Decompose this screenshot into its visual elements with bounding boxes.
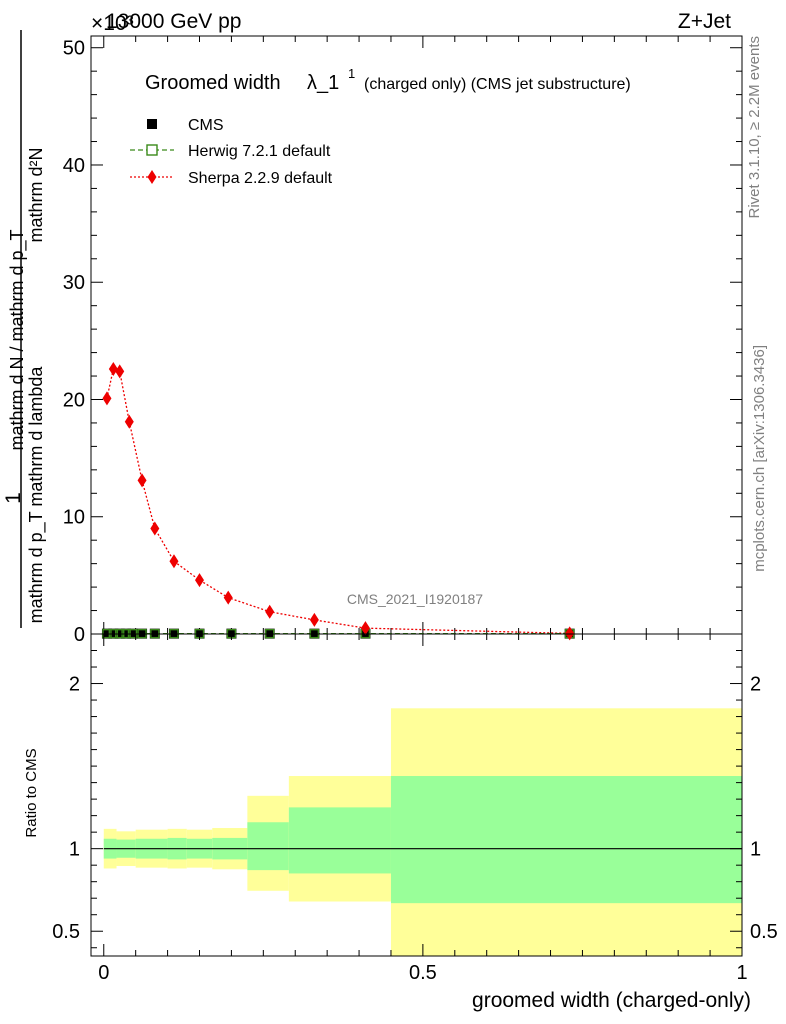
title-main: Groomed width: [145, 72, 281, 94]
sherpa-point: [195, 573, 204, 588]
ratio-ylabel: Ratio to CMS: [23, 748, 40, 837]
legend-herwig-marker: [146, 144, 158, 156]
sherpa-point: [150, 521, 160, 536]
band-stat-7: [288, 807, 391, 874]
ylabel-one: 1: [2, 492, 25, 504]
sherpa-point: [265, 604, 275, 619]
main-ytick-label: 10: [63, 507, 85, 529]
sherpa-point: [124, 414, 134, 429]
main-ytick-label: 20: [63, 389, 85, 411]
sherpa-point: [565, 626, 575, 641]
legend-label: CMS: [188, 117, 224, 134]
legend-sherpa-marker: [147, 170, 157, 184]
ylabel-bottom: mathrm d p_T mathrm d lambda: [26, 366, 47, 624]
title-tail: (charged only) (CMS jet substructure): [364, 76, 631, 93]
x-tick-label: 0: [98, 962, 109, 984]
sherpa-point: [169, 554, 179, 569]
sherpa-point: [360, 621, 370, 636]
mcplots-label: mcplots.cern.ch [arXiv:1306.3436]: [751, 345, 768, 572]
band-stat-8: [390, 776, 742, 904]
ylabel-top: mathrm d²N: [26, 147, 46, 242]
plot-title: Groomed width λ_1 1 (charged only) (CMS …: [145, 66, 631, 94]
legend: CMS Herwig 7.2.1 default Sherpa 2.2.9 defa…: [130, 117, 333, 187]
ratio-frame: [90, 633, 743, 957]
sherpa-point: [223, 590, 233, 605]
process-label: Z+Jet: [678, 10, 731, 33]
main-ytick-label: 40: [63, 155, 85, 177]
ratio-ytick-label-right: 0.5: [750, 921, 778, 943]
legend-cms-marker: [147, 119, 157, 129]
title-sup: 1: [348, 66, 355, 81]
ratio-plot: 0 0.5 10.5 0.51 12 2: [52, 633, 778, 984]
sherpa-point: [115, 364, 125, 379]
sherpa-point: [137, 473, 147, 488]
x-tick-label: 1: [736, 962, 747, 984]
sherpa-point: [309, 612, 319, 627]
legend-label: Sherpa 2.2.9 default: [188, 170, 333, 187]
sherpa-line: [106, 368, 570, 635]
ylabel-bottom-left: mathrm d N / mathrm d p_T: [7, 229, 28, 450]
energy-label: 13000 GeV pp: [106, 10, 241, 33]
exponent-label: ×10³: [91, 12, 134, 35]
x-axis-label: groomed width (charged-only): [472, 989, 751, 1012]
sherpa-point: [108, 362, 118, 377]
legend-label: Herwig 7.2.1 default: [188, 143, 331, 160]
main-ytick-label: 50: [63, 38, 85, 60]
ratio-ytick-label-right: 2: [750, 674, 761, 696]
ratio-ytick-label-left: 1: [69, 839, 80, 861]
ratio-ytick-label-left: 2: [69, 674, 80, 696]
main-ylabel: 1 mathrm d N / mathrm d p_T mathrm d²N m…: [2, 30, 47, 628]
main-ytick-label: 30: [63, 272, 85, 294]
ratio-ytick-label-left: 0.5: [52, 921, 80, 943]
main-plot: 0 10 20 30 40 50: [63, 35, 743, 646]
sherpa-point: [102, 391, 112, 406]
analysis-id: CMS_2021_I1920187: [347, 591, 483, 607]
title-lambda: λ_1: [307, 72, 339, 94]
rivet-label: Rivet 3.1.10, ≥ 2.2M events: [746, 36, 763, 219]
band-stat-6: [247, 822, 289, 871]
x-tick-label: 0.5: [409, 962, 437, 984]
main-ytick-label: 0: [74, 624, 85, 646]
ratio-ytick-label-right: 1: [750, 839, 761, 861]
